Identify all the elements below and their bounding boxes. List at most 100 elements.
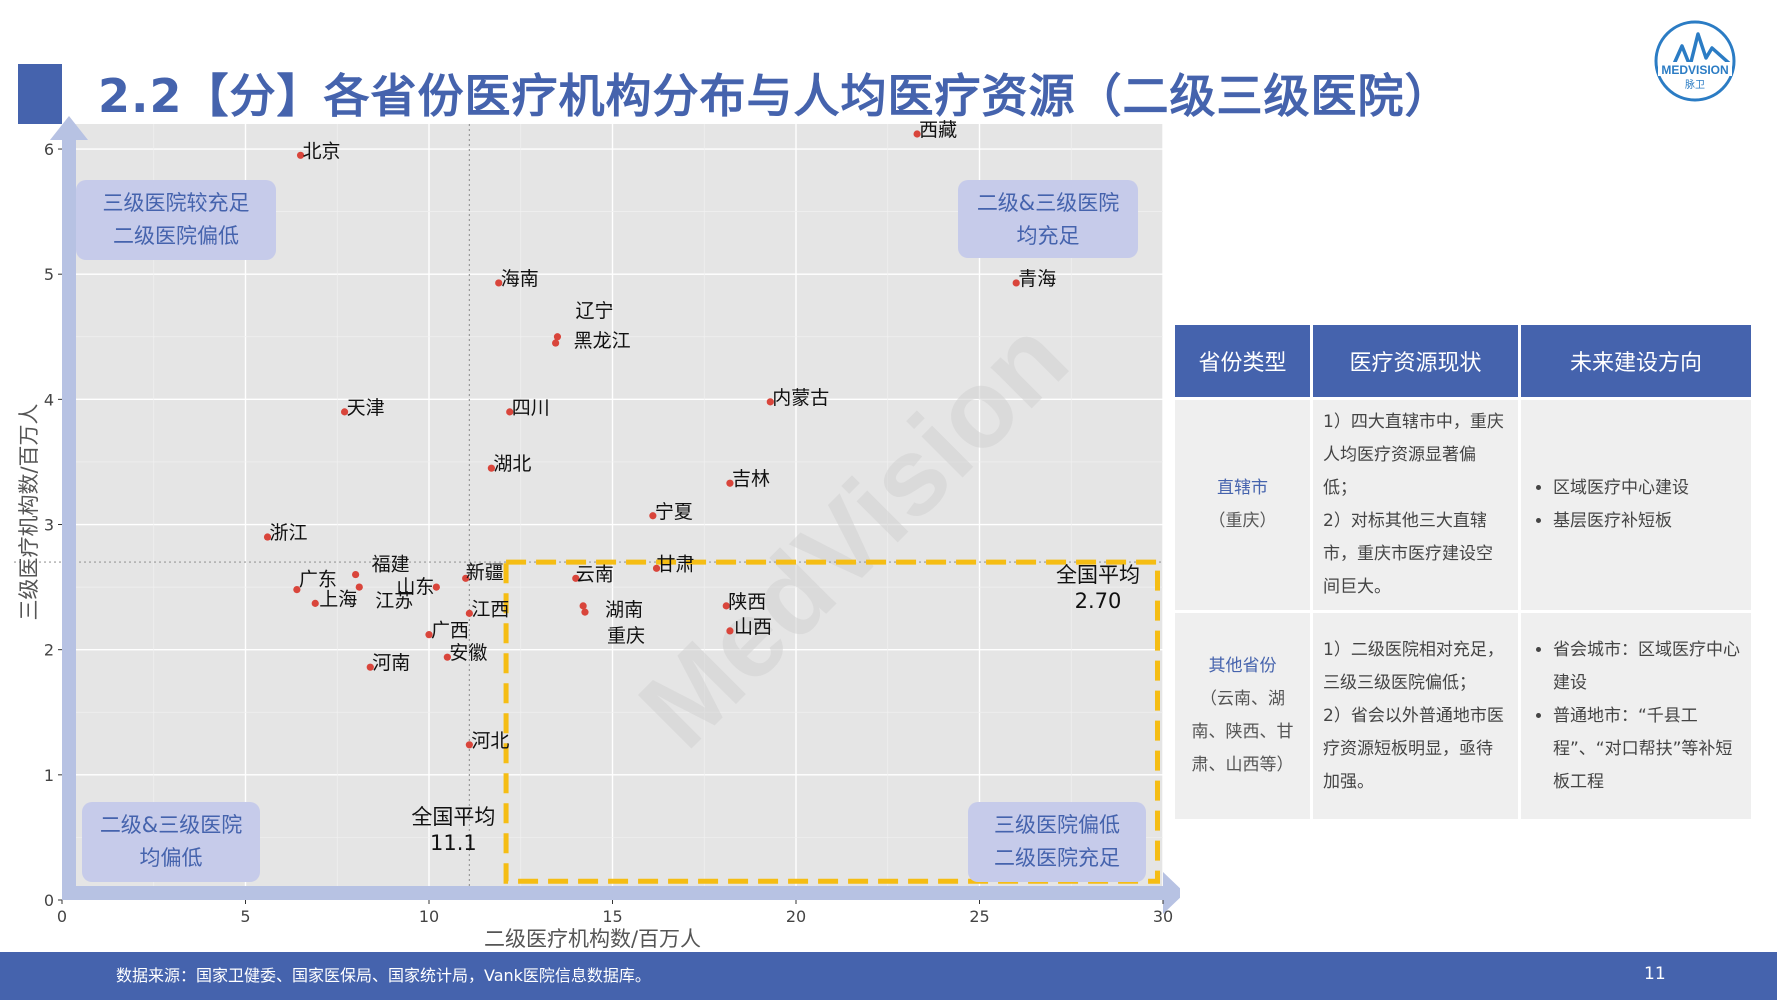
data-point bbox=[652, 564, 661, 572]
status-line: 1）四大直辖市中，重庆人均医疗资源显著偏低； bbox=[1323, 412, 1504, 498]
data-label: 海南 bbox=[501, 268, 539, 290]
data-label: 青海 bbox=[1018, 268, 1056, 290]
data-label: 山东 bbox=[396, 576, 434, 598]
data-label: 江西 bbox=[471, 598, 509, 620]
data-point bbox=[352, 570, 360, 579]
row-direction-cell: 省会城市：区域医疗中心建设 普通地市：“千县工程”、“对口帮扶”等补短板工程 bbox=[1521, 613, 1751, 819]
x-tick-label: 25 bbox=[969, 907, 989, 926]
data-label: 陕西 bbox=[728, 591, 766, 613]
data-label: 浙江 bbox=[270, 522, 308, 544]
data-point bbox=[311, 599, 319, 607]
data-point bbox=[296, 151, 305, 159]
quadrant-label: 三级医院较充足 bbox=[103, 191, 250, 215]
quadrant-box bbox=[958, 180, 1138, 258]
quadrant-label: 二级&三级医院 bbox=[977, 191, 1119, 215]
x-axis-arrow-head bbox=[1163, 872, 1180, 914]
highlight-region bbox=[503, 559, 1160, 884]
data-point bbox=[581, 608, 589, 616]
avg-x-label: 全国平均 bbox=[411, 805, 495, 829]
y-tick-label: 5 bbox=[44, 265, 54, 284]
direction-item: 省会城市：区域医疗中心建设 bbox=[1553, 634, 1741, 700]
data-label: 河北 bbox=[471, 730, 509, 752]
data-label: 江苏 bbox=[375, 590, 413, 612]
quadrant-box bbox=[76, 180, 276, 260]
table-header-status: 医疗资源现状 bbox=[1313, 325, 1518, 397]
data-point bbox=[726, 627, 734, 635]
data-label: 重庆 bbox=[607, 625, 645, 647]
data-label: 西藏 bbox=[919, 119, 957, 141]
y-tick-label: 6 bbox=[44, 140, 54, 159]
table-row: 直辖市 （重庆） 1）四大直辖市中，重庆人均医疗资源显著偏低； 2）对标其他三大… bbox=[1175, 400, 1751, 610]
x-tick-label: 0 bbox=[57, 907, 67, 926]
data-label: 天津 bbox=[347, 397, 385, 419]
data-label: 吉林 bbox=[732, 468, 770, 490]
data-point bbox=[495, 279, 503, 287]
table-header-row: 省份类型 医疗资源现状 未来建设方向 bbox=[1175, 325, 1751, 397]
data-label: 湖南 bbox=[605, 599, 643, 621]
data-label: 安徽 bbox=[449, 642, 487, 664]
quadrant-label: 均偏低 bbox=[140, 846, 203, 870]
data-point bbox=[432, 583, 440, 591]
data-point bbox=[726, 479, 734, 487]
avg-y-label: 全国平均 bbox=[1056, 563, 1140, 587]
x-tick-label: 20 bbox=[786, 907, 806, 926]
y-tick-label: 0 bbox=[44, 891, 54, 910]
data-point bbox=[913, 130, 921, 138]
data-point bbox=[572, 574, 580, 582]
data-label: 新疆 bbox=[466, 561, 504, 583]
data-point bbox=[465, 609, 473, 617]
data-label: 广西 bbox=[431, 620, 469, 642]
data-point bbox=[425, 631, 433, 639]
x-axis-arrow-shaft bbox=[62, 886, 1165, 900]
footer-bar bbox=[0, 952, 1777, 1000]
data-point bbox=[487, 464, 495, 472]
row-status-cell: 1）二级医院相对充足，三级三级医院偏低； 2）省会以外普通地市医疗资源短板明显，… bbox=[1313, 613, 1518, 819]
avg-x-value: 11.1 bbox=[430, 831, 477, 855]
row-direction-cell: 区域医疗中心建设 基层医疗补短板 bbox=[1521, 400, 1751, 610]
data-label: 湖北 bbox=[493, 453, 531, 475]
data-label: 云南 bbox=[576, 563, 614, 585]
table-header-type: 省份类型 bbox=[1175, 325, 1310, 397]
row-type-sub: （重庆） bbox=[1208, 511, 1277, 531]
data-label: 福建 bbox=[372, 554, 410, 576]
data-source: 数据来源：国家卫健委、国家医保局、国家统计局，Vank医院信息数据库。 bbox=[116, 966, 651, 985]
data-point bbox=[649, 512, 657, 520]
x-axis-label: 二级医疗机构数/百万人 bbox=[484, 927, 701, 951]
row-type-cell: 其他省份 （云南、湖南、陕西、甘肃、山西等） bbox=[1175, 613, 1310, 819]
data-point bbox=[443, 653, 451, 661]
table-header-direction: 未来建设方向 bbox=[1521, 325, 1751, 397]
y-tick-label: 3 bbox=[44, 516, 54, 535]
quadrant-box bbox=[82, 802, 260, 882]
data-label: 河南 bbox=[372, 652, 410, 674]
data-label: 山西 bbox=[734, 616, 772, 638]
direction-item: 普通地市：“千县工程”、“对口帮扶”等补短板工程 bbox=[1553, 700, 1741, 799]
status-line: 2）对标其他三大直辖市，重庆市医疗建设空间巨大。 bbox=[1323, 511, 1493, 597]
medvision-logo-icon: MEDVISION 脉卫 bbox=[1654, 20, 1736, 102]
province-table: 省份类型 医疗资源现状 未来建设方向 直辖市 （重庆） 1）四大直辖市中，重庆人… bbox=[1172, 322, 1754, 822]
y-tick-label: 2 bbox=[44, 641, 54, 660]
logo-sub-text: 脉卫 bbox=[1685, 78, 1705, 91]
data-label: 黑龙江 bbox=[574, 330, 631, 352]
x-tick-label: 10 bbox=[419, 907, 439, 926]
x-tick-label: 5 bbox=[240, 907, 250, 926]
data-point bbox=[340, 408, 349, 416]
data-label: 辽宁 bbox=[575, 300, 613, 322]
y-axis-arrow-head bbox=[50, 116, 88, 140]
y-tick-label: 1 bbox=[44, 766, 54, 785]
data-label: 北京 bbox=[303, 140, 341, 162]
x-tick-label: 15 bbox=[602, 907, 622, 926]
table-row: 其他省份 （云南、湖南、陕西、甘肃、山西等） 1）二级医院相对充足，三级三级医院… bbox=[1175, 613, 1751, 819]
data-label: 甘肃 bbox=[657, 553, 695, 575]
data-point bbox=[263, 533, 272, 541]
quadrant-label: 三级医院偏低 bbox=[994, 813, 1120, 837]
data-point bbox=[366, 663, 374, 671]
y-axis-arrow-shaft bbox=[62, 138, 76, 900]
direction-item: 区域医疗中心建设 bbox=[1553, 472, 1741, 505]
data-label: 上海 bbox=[319, 588, 357, 610]
y-axis-label: 三级医疗机构数/百万人 bbox=[17, 403, 41, 620]
data-point bbox=[462, 574, 470, 582]
data-point bbox=[579, 602, 587, 610]
data-point bbox=[766, 398, 774, 406]
data-point bbox=[553, 333, 562, 341]
